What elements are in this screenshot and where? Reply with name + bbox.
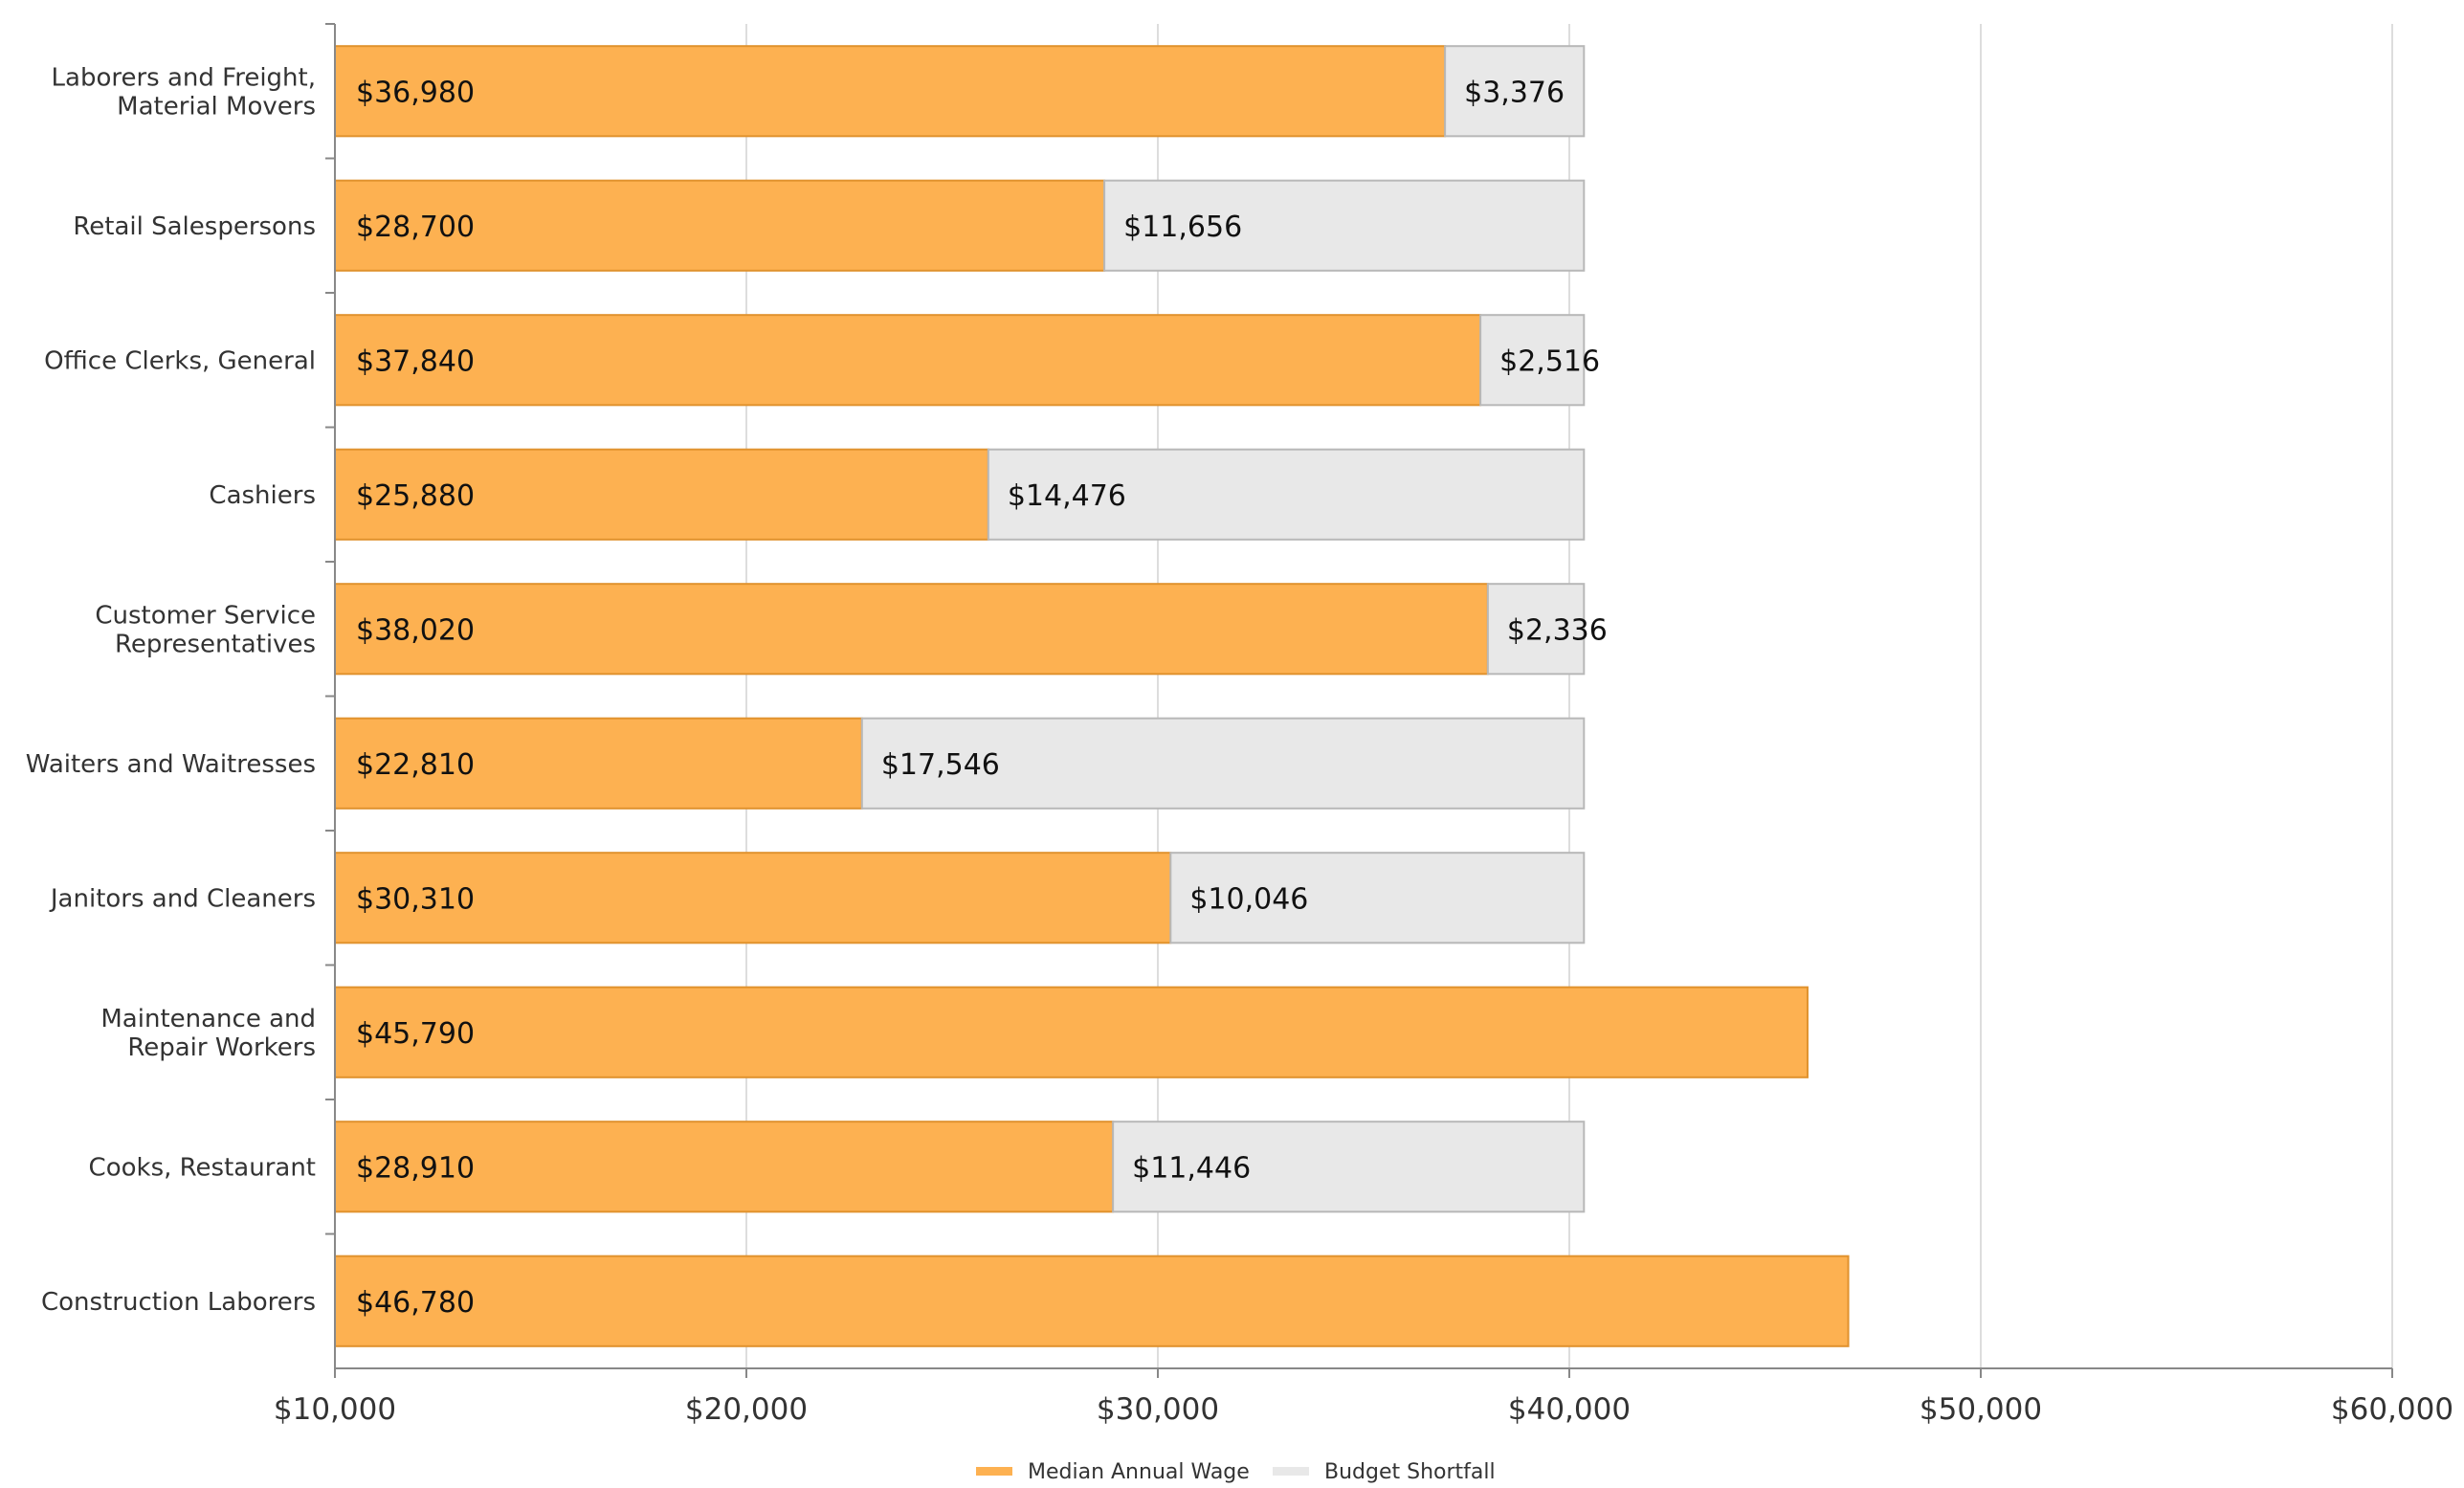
x-tick-label: $60,000 (2331, 1392, 2453, 1427)
data-label-budget-shortfall: $17,546 (881, 748, 1000, 782)
bar-median-wage (334, 314, 1482, 407)
legend-label-budget-shortfall: Budget Shortfall (1324, 1460, 1496, 1484)
category-label: Janitors and Cleaners (49, 884, 316, 913)
data-label-median-wage: $37,840 (356, 344, 475, 378)
labels: $36,980 $3,376 Laborers and Freight, Materi… (26, 63, 1608, 1320)
bar-budget-shortfall (1486, 583, 1586, 676)
data-label-budget-shortfall: $11,656 (1123, 211, 1242, 244)
data-label-budget-shortfall: $2,516 (1499, 344, 1600, 378)
legend-label-median-wage: Median Annual Wage (1028, 1460, 1250, 1484)
x-tick-label: $40,000 (1508, 1392, 1631, 1427)
category-label: Cooks, Restaurant (89, 1153, 316, 1182)
bar-budget-shortfall (1103, 179, 1586, 272)
legend-swatch-median-wage (976, 1467, 1012, 1476)
bar-budget-shortfall (1444, 45, 1586, 138)
bar-median-wage (334, 583, 1489, 676)
data-label-median-wage: $38,020 (356, 613, 475, 647)
category-label: Construction Laborers (41, 1288, 316, 1317)
category-label: Cashiers (209, 481, 316, 510)
bar-median-wage (334, 45, 1447, 138)
bars (334, 45, 1850, 1347)
category-label: Waiters and Waitresses (26, 750, 316, 779)
legend: Median Annual Wage Budget Shortfall (976, 1460, 1496, 1484)
data-label-median-wage: $36,980 (356, 76, 475, 109)
category-label: Customer Service Representatives (95, 601, 316, 658)
bar-budget-shortfall (1169, 852, 1586, 944)
bar-budget-shortfall (1112, 1121, 1586, 1213)
bar-budget-shortfall (1479, 314, 1586, 407)
bar-median-wage (334, 986, 1809, 1078)
data-label-median-wage: $28,910 (356, 1151, 475, 1185)
data-label-median-wage: $46,780 (356, 1286, 475, 1320)
bar-median-wage (334, 448, 989, 541)
data-label-budget-shortfall: $11,446 (1132, 1151, 1251, 1185)
x-tick-label: $10,000 (274, 1392, 396, 1427)
data-label-median-wage: $28,700 (356, 211, 475, 244)
category-label: Retail Salespersons (73, 212, 316, 241)
data-label-median-wage: $45,790 (356, 1017, 475, 1051)
data-label-budget-shortfall: $2,336 (1507, 613, 1608, 647)
bar-budget-shortfall (987, 448, 1586, 541)
category-label: Office Clerks, General (44, 346, 316, 375)
category-label: Maintenance and Repair Workers (100, 1005, 316, 1062)
data-label-budget-shortfall: $3,376 (1464, 76, 1565, 109)
axes: $10,000 $20,000 $30,000 $40,000 $50,000 $60,0… (274, 23, 2453, 1427)
bar-median-wage (334, 852, 1172, 944)
data-label-budget-shortfall: $14,476 (1008, 479, 1126, 513)
legend-swatch-budget-shortfall (1273, 1467, 1309, 1476)
bar-median-wage (334, 1255, 1850, 1347)
x-tick-label: $20,000 (685, 1392, 808, 1427)
data-label-median-wage: $22,810 (356, 748, 475, 782)
category-label: Laborers and Freight, Material Movers (52, 63, 316, 121)
bar-budget-shortfall (860, 717, 1586, 810)
data-label-budget-shortfall: $10,046 (1189, 882, 1308, 916)
x-tick-label: $30,000 (1097, 1392, 1219, 1427)
data-label-median-wage: $25,880 (356, 479, 475, 513)
data-label-median-wage: $30,310 (356, 882, 475, 916)
x-tick-label: $50,000 (1920, 1392, 2042, 1427)
